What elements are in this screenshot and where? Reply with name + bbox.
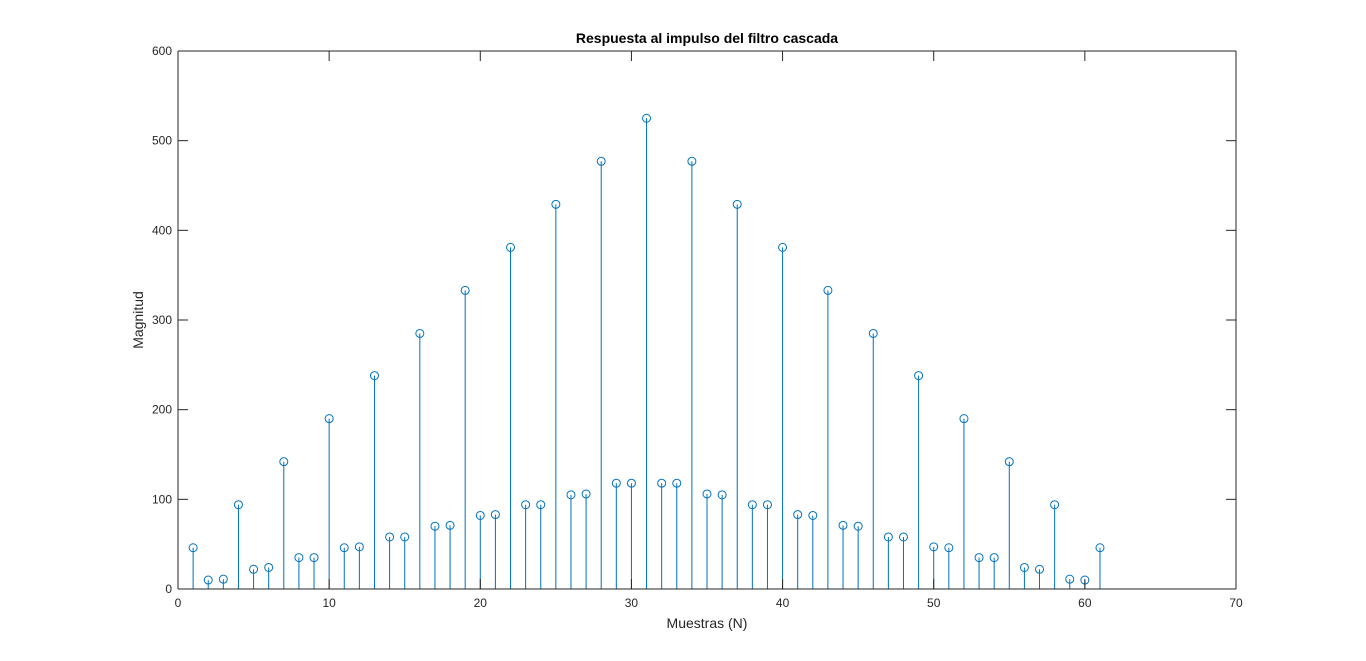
stem-marker [294, 553, 304, 563]
y-tick-label: 200 [152, 403, 172, 417]
stem-marker [1065, 574, 1075, 584]
stem-marker [415, 328, 425, 338]
stem-marker [506, 242, 516, 252]
stem-marker [566, 490, 576, 500]
stem-marker [672, 478, 682, 488]
stem-marker [838, 520, 848, 530]
y-tick-label: 300 [152, 313, 172, 327]
stem-marker [339, 543, 349, 553]
stem-marker [944, 543, 954, 553]
stem-marker [203, 575, 213, 585]
axis-ticks: 0 10 20 30 40 50 60 70 0 100 200 300 400 500 600 [152, 44, 1243, 610]
stem-marker [702, 489, 712, 499]
y-tick-label: 600 [152, 44, 172, 58]
x-tick-label: 60 [1078, 596, 1092, 610]
x-tick-label: 40 [776, 596, 790, 610]
stem-marker [853, 521, 863, 531]
stem-marker [717, 490, 727, 500]
stem-marker [1095, 543, 1105, 553]
stem-marker [914, 371, 924, 381]
stem-marker [279, 457, 289, 467]
stem-marker [1035, 564, 1045, 574]
stem-marker [551, 199, 561, 209]
stem-marker [747, 500, 757, 510]
x-tick-label: 20 [474, 596, 488, 610]
stem-marker [626, 478, 636, 488]
stem-marker [929, 542, 939, 552]
stem-marker [233, 500, 243, 510]
stem-marker [778, 242, 788, 252]
stem-marker [1019, 562, 1029, 572]
y-tick-label: 0 [165, 582, 172, 596]
stem-marker [218, 574, 228, 584]
stem-marker [430, 521, 440, 531]
stem-marker [400, 532, 410, 542]
stem-marker [823, 285, 833, 295]
stem-marker [793, 510, 803, 520]
stem-marker [732, 199, 742, 209]
stem-series [188, 113, 1105, 589]
stem-marker [369, 371, 379, 381]
stem-marker [264, 562, 274, 572]
stem-marker [445, 520, 455, 530]
x-tick-label: 30 [625, 596, 639, 610]
stem-marker [490, 510, 500, 520]
stem-marker [611, 478, 621, 488]
stem-marker [657, 478, 667, 488]
y-tick-label: 500 [152, 134, 172, 148]
stem-marker [521, 500, 531, 510]
stem-marker [596, 156, 606, 166]
stem-marker [1004, 457, 1014, 467]
stem-marker [762, 500, 772, 510]
stem-marker [188, 543, 198, 553]
stem-marker [475, 510, 485, 520]
stem-marker [989, 553, 999, 563]
stem-marker [974, 553, 984, 563]
stem-marker [898, 532, 908, 542]
stem-marker [808, 510, 818, 520]
chart-title: Respuesta al impulso del filtro cascada [576, 30, 838, 46]
stem-marker [460, 285, 470, 295]
x-tick-label: 0 [175, 596, 182, 610]
stem-marker [642, 113, 652, 123]
stem-marker [324, 414, 334, 424]
stem-marker [868, 328, 878, 338]
x-tick-label: 10 [322, 596, 336, 610]
stem-marker [249, 564, 259, 574]
y-tick-label: 100 [152, 492, 172, 506]
stem-marker [536, 500, 546, 510]
stem-marker [687, 156, 697, 166]
x-tick-label: 70 [1229, 596, 1243, 610]
stem-marker [1050, 500, 1060, 510]
y-axis-label: Magnitud [130, 291, 146, 349]
stem-marker [581, 489, 591, 499]
y-tick-label: 400 [152, 223, 172, 237]
stem-marker [309, 553, 319, 563]
stem-marker [354, 542, 364, 552]
x-axis-label: Muestras (N) [667, 615, 748, 631]
x-tick-label: 50 [927, 596, 941, 610]
stem-marker [385, 532, 395, 542]
stem-marker [959, 414, 969, 424]
stem-marker [883, 532, 893, 542]
